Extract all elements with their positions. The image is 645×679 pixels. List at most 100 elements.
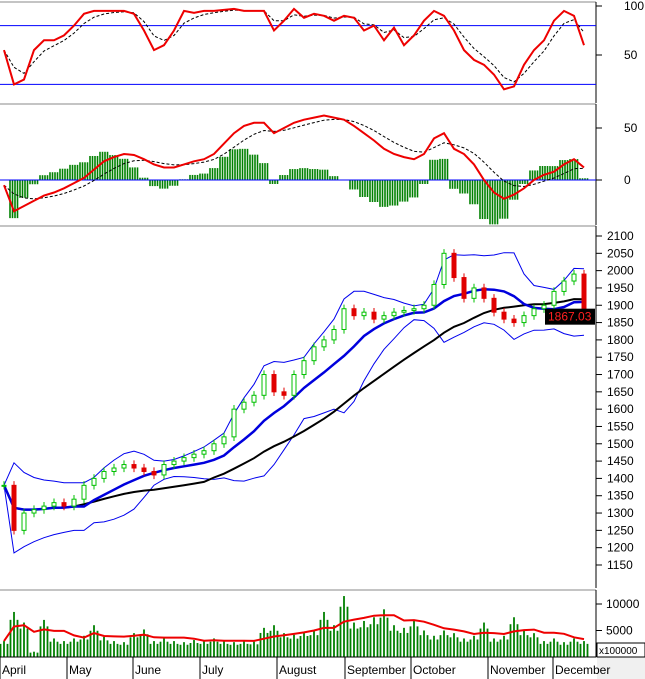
price-panel: [1, 249, 587, 554]
candle-down: [131, 464, 137, 469]
month-label: May: [69, 663, 92, 677]
price-tick-label: 1450: [607, 454, 634, 468]
candle-up: [91, 477, 97, 486]
price-tick-label: 1250: [607, 523, 634, 537]
candle-down: [481, 287, 487, 299]
macd-line: [3, 114, 585, 213]
price-tick-label: 2000: [607, 264, 634, 278]
macd-panel: [0, 114, 596, 225]
volume-tick-label: 5000: [606, 624, 633, 638]
candle-up: [571, 273, 577, 282]
candle-up: [441, 252, 447, 285]
macd-tick-label: 50: [624, 121, 638, 135]
price-tick-label: 1300: [607, 506, 634, 520]
candle-up: [121, 464, 127, 469]
month-label: June: [135, 663, 161, 677]
price-tick-label: 2100: [607, 229, 634, 243]
month-label: September: [347, 663, 406, 677]
candle-down: [461, 277, 467, 299]
price-tick-label: 1850: [607, 316, 634, 330]
month-label: November: [490, 663, 545, 677]
candle-up: [521, 315, 527, 324]
candle-up: [171, 460, 177, 466]
candle-up: [431, 283, 437, 306]
candle-up: [161, 464, 167, 476]
candle-up: [21, 512, 27, 531]
candle-up: [541, 304, 547, 310]
rsi-tick-label: 50: [624, 48, 638, 62]
candle-down: [151, 470, 157, 476]
corner-box: [597, 657, 645, 679]
volume-ma-line: [3, 614, 585, 642]
candle-up: [471, 287, 477, 299]
candle-up: [251, 394, 257, 403]
price-tick-label: 1950: [607, 281, 634, 295]
macd-tick-label: 0: [624, 173, 631, 187]
candle-down: [11, 484, 17, 531]
rsi-panel: [0, 7, 596, 91]
candle-down: [351, 308, 357, 317]
candle-up: [101, 470, 107, 479]
candle-up: [341, 308, 347, 331]
month-label: December: [555, 663, 610, 677]
volume-unit-label: x100000: [599, 646, 638, 657]
candle-down: [281, 391, 287, 396]
candle-up: [381, 315, 387, 320]
candle-up: [361, 311, 367, 317]
candle-down: [271, 374, 277, 393]
price-tick-label: 1400: [607, 471, 634, 485]
volume-panel: [0, 596, 589, 657]
ma-long-line: [3, 298, 585, 511]
price-tick-label: 1350: [607, 489, 634, 503]
candle-up: [211, 443, 217, 452]
price-tick-label: 1600: [607, 402, 634, 416]
candle-down: [501, 311, 507, 320]
month-label: April: [2, 663, 26, 677]
candle-up: [411, 308, 417, 311]
candle-up: [221, 436, 227, 445]
rsi-signal-line: [3, 9, 585, 83]
candle-up: [81, 484, 87, 500]
candle-up: [241, 401, 247, 410]
candle-up: [311, 346, 317, 362]
candle-up: [231, 408, 237, 438]
candle-up: [421, 304, 427, 310]
candle-down: [141, 467, 147, 472]
candle-down: [451, 252, 457, 279]
price-tick-label: 1500: [607, 437, 634, 451]
price-tick-label: 1650: [607, 385, 634, 399]
candle-up: [181, 457, 187, 462]
price-tick-label: 1800: [607, 333, 634, 347]
volume-unit-box: [596, 642, 645, 658]
price-tick-label: 1700: [607, 368, 634, 382]
candle-up: [401, 309, 407, 313]
price-tick-label: 1150: [607, 558, 633, 572]
candle-up: [531, 308, 537, 317]
month-label: October: [413, 663, 456, 677]
candle-up: [71, 498, 77, 507]
volume-tick-label: 10000: [606, 597, 640, 611]
candle-up: [551, 290, 557, 306]
rsi-line: [3, 7, 585, 91]
price-tick-label: 1900: [607, 298, 634, 312]
price-tick-label: 1550: [607, 419, 634, 433]
candle-down: [511, 318, 517, 324]
bollinger-upper: [3, 252, 585, 486]
candle-up: [41, 505, 47, 511]
macd-signal-line: [3, 118, 585, 200]
candle-down: [61, 502, 67, 507]
last-price-box: [545, 308, 595, 325]
candle-up: [331, 329, 337, 341]
candle-up: [191, 453, 197, 459]
bollinger-lower: [3, 319, 585, 554]
candle-up: [391, 311, 397, 317]
candle-up: [301, 360, 307, 376]
candle-up: [561, 280, 567, 292]
month-label: July: [202, 663, 223, 677]
candle-up: [111, 467, 117, 472]
candle-up: [1, 484, 7, 487]
candle-down: [371, 311, 377, 320]
